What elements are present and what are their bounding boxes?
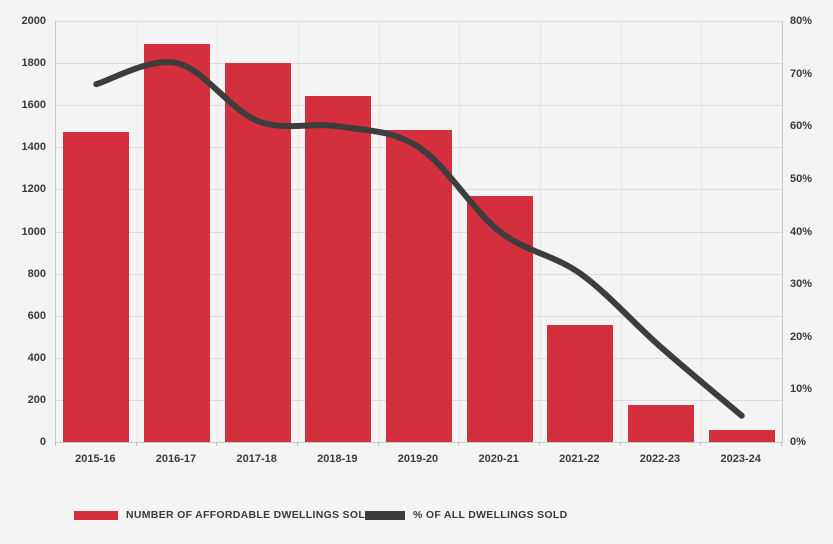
- legend-swatch-line-series: [365, 510, 405, 520]
- x-axis-tick: [458, 442, 460, 446]
- x-axis-label-2020-21: 2020-21: [478, 453, 519, 465]
- x-axis-tick: [619, 442, 621, 446]
- x-axis-label-2015-16: 2015-16: [75, 453, 116, 465]
- vertical-gridline: [540, 21, 541, 442]
- bar-2018-19: [305, 95, 372, 442]
- y-axis-right-label: 60%: [790, 120, 813, 133]
- x-axis-label-2018-19: 2018-19: [317, 453, 358, 465]
- bar-2020-21: [466, 195, 533, 442]
- legend-item-percent-dwellings: % OF ALL DWELLINGS SOLD: [365, 509, 567, 521]
- legend-swatch-bar-series: [74, 510, 118, 520]
- y-axis-right-label: 10%: [790, 383, 813, 396]
- legend-label-bar-series: NUMBER OF AFFORDABLE DWELLINGS SOLD: [126, 509, 373, 521]
- plot-area: [55, 21, 783, 443]
- x-axis-label-2021-22: 2021-22: [559, 453, 600, 465]
- vertical-gridline: [298, 21, 299, 442]
- horizontal-gridline: [56, 63, 782, 65]
- x-axis-tick: [781, 442, 782, 446]
- x-axis-tick: [700, 442, 702, 446]
- bar-2019-20: [386, 130, 452, 442]
- x-axis-tick: [216, 442, 218, 446]
- horizontal-gridline: [56, 21, 782, 22]
- x-axis-tick: [377, 442, 379, 446]
- y-axis-left-label: 2000: [21, 15, 46, 27]
- y-axis-left-label: 1800: [21, 57, 46, 70]
- legend-label-line-series: % OF ALL DWELLINGS SOLD: [413, 509, 568, 521]
- y-axis-left-label: 600: [27, 309, 46, 322]
- percentage-line: [93, 59, 745, 419]
- bar-2021-22: [547, 325, 614, 442]
- legend-item-affordable-dwellings: NUMBER OF AFFORDABLE DWELLINGS SOLD: [74, 509, 373, 521]
- y-axis-left-label: 200: [27, 393, 46, 406]
- y-axis-left-label: 800: [27, 267, 46, 280]
- y-axis-right-label: 40%: [790, 225, 813, 238]
- x-axis-tick: [55, 442, 56, 446]
- y-axis-left-label: 0: [39, 436, 46, 448]
- vertical-gridline: [217, 21, 219, 442]
- x-axis-tick: [539, 442, 540, 446]
- vertical-gridline: [620, 21, 622, 442]
- y-axis-right-label: 80%: [790, 15, 813, 27]
- y-axis-right-label: 20%: [790, 330, 813, 343]
- x-axis-label-2019-20: 2019-20: [397, 453, 439, 465]
- vertical-gridline: [701, 21, 703, 442]
- vertical-gridline: [459, 21, 461, 442]
- y-axis-left-label: 1600: [21, 99, 46, 112]
- y-axis-right-label: 50%: [790, 172, 813, 185]
- y-axis-left-label: 1000: [21, 225, 46, 238]
- y-axis-left-label: 1200: [21, 183, 46, 196]
- x-axis-tick: [135, 442, 137, 446]
- y-axis-left-label: 400: [27, 351, 46, 364]
- x-axis-label-2017-18: 2017-18: [236, 453, 277, 465]
- y-axis-right-label: 0%: [790, 436, 806, 448]
- x-axis-label-2022-23: 2022-23: [639, 453, 681, 465]
- line-series-svg: [93, 59, 745, 419]
- y-axis-left-label: 1400: [21, 141, 46, 154]
- vertical-gridline: [378, 21, 380, 442]
- bar-2015-16: [63, 131, 130, 442]
- y-axis-right-label: 30%: [790, 278, 813, 291]
- bar-2022-23: [628, 405, 694, 442]
- bar-2016-17: [144, 44, 210, 442]
- x-axis-tick: [297, 442, 298, 446]
- x-axis-label-2016-17: 2016-17: [155, 453, 197, 465]
- bar-2023-24: [708, 430, 775, 442]
- vertical-gridline: [136, 21, 138, 442]
- y-axis-right-label: 70%: [790, 67, 813, 80]
- horizontal-gridline: [56, 105, 782, 107]
- x-axis-label-2023-24: 2023-24: [720, 453, 761, 465]
